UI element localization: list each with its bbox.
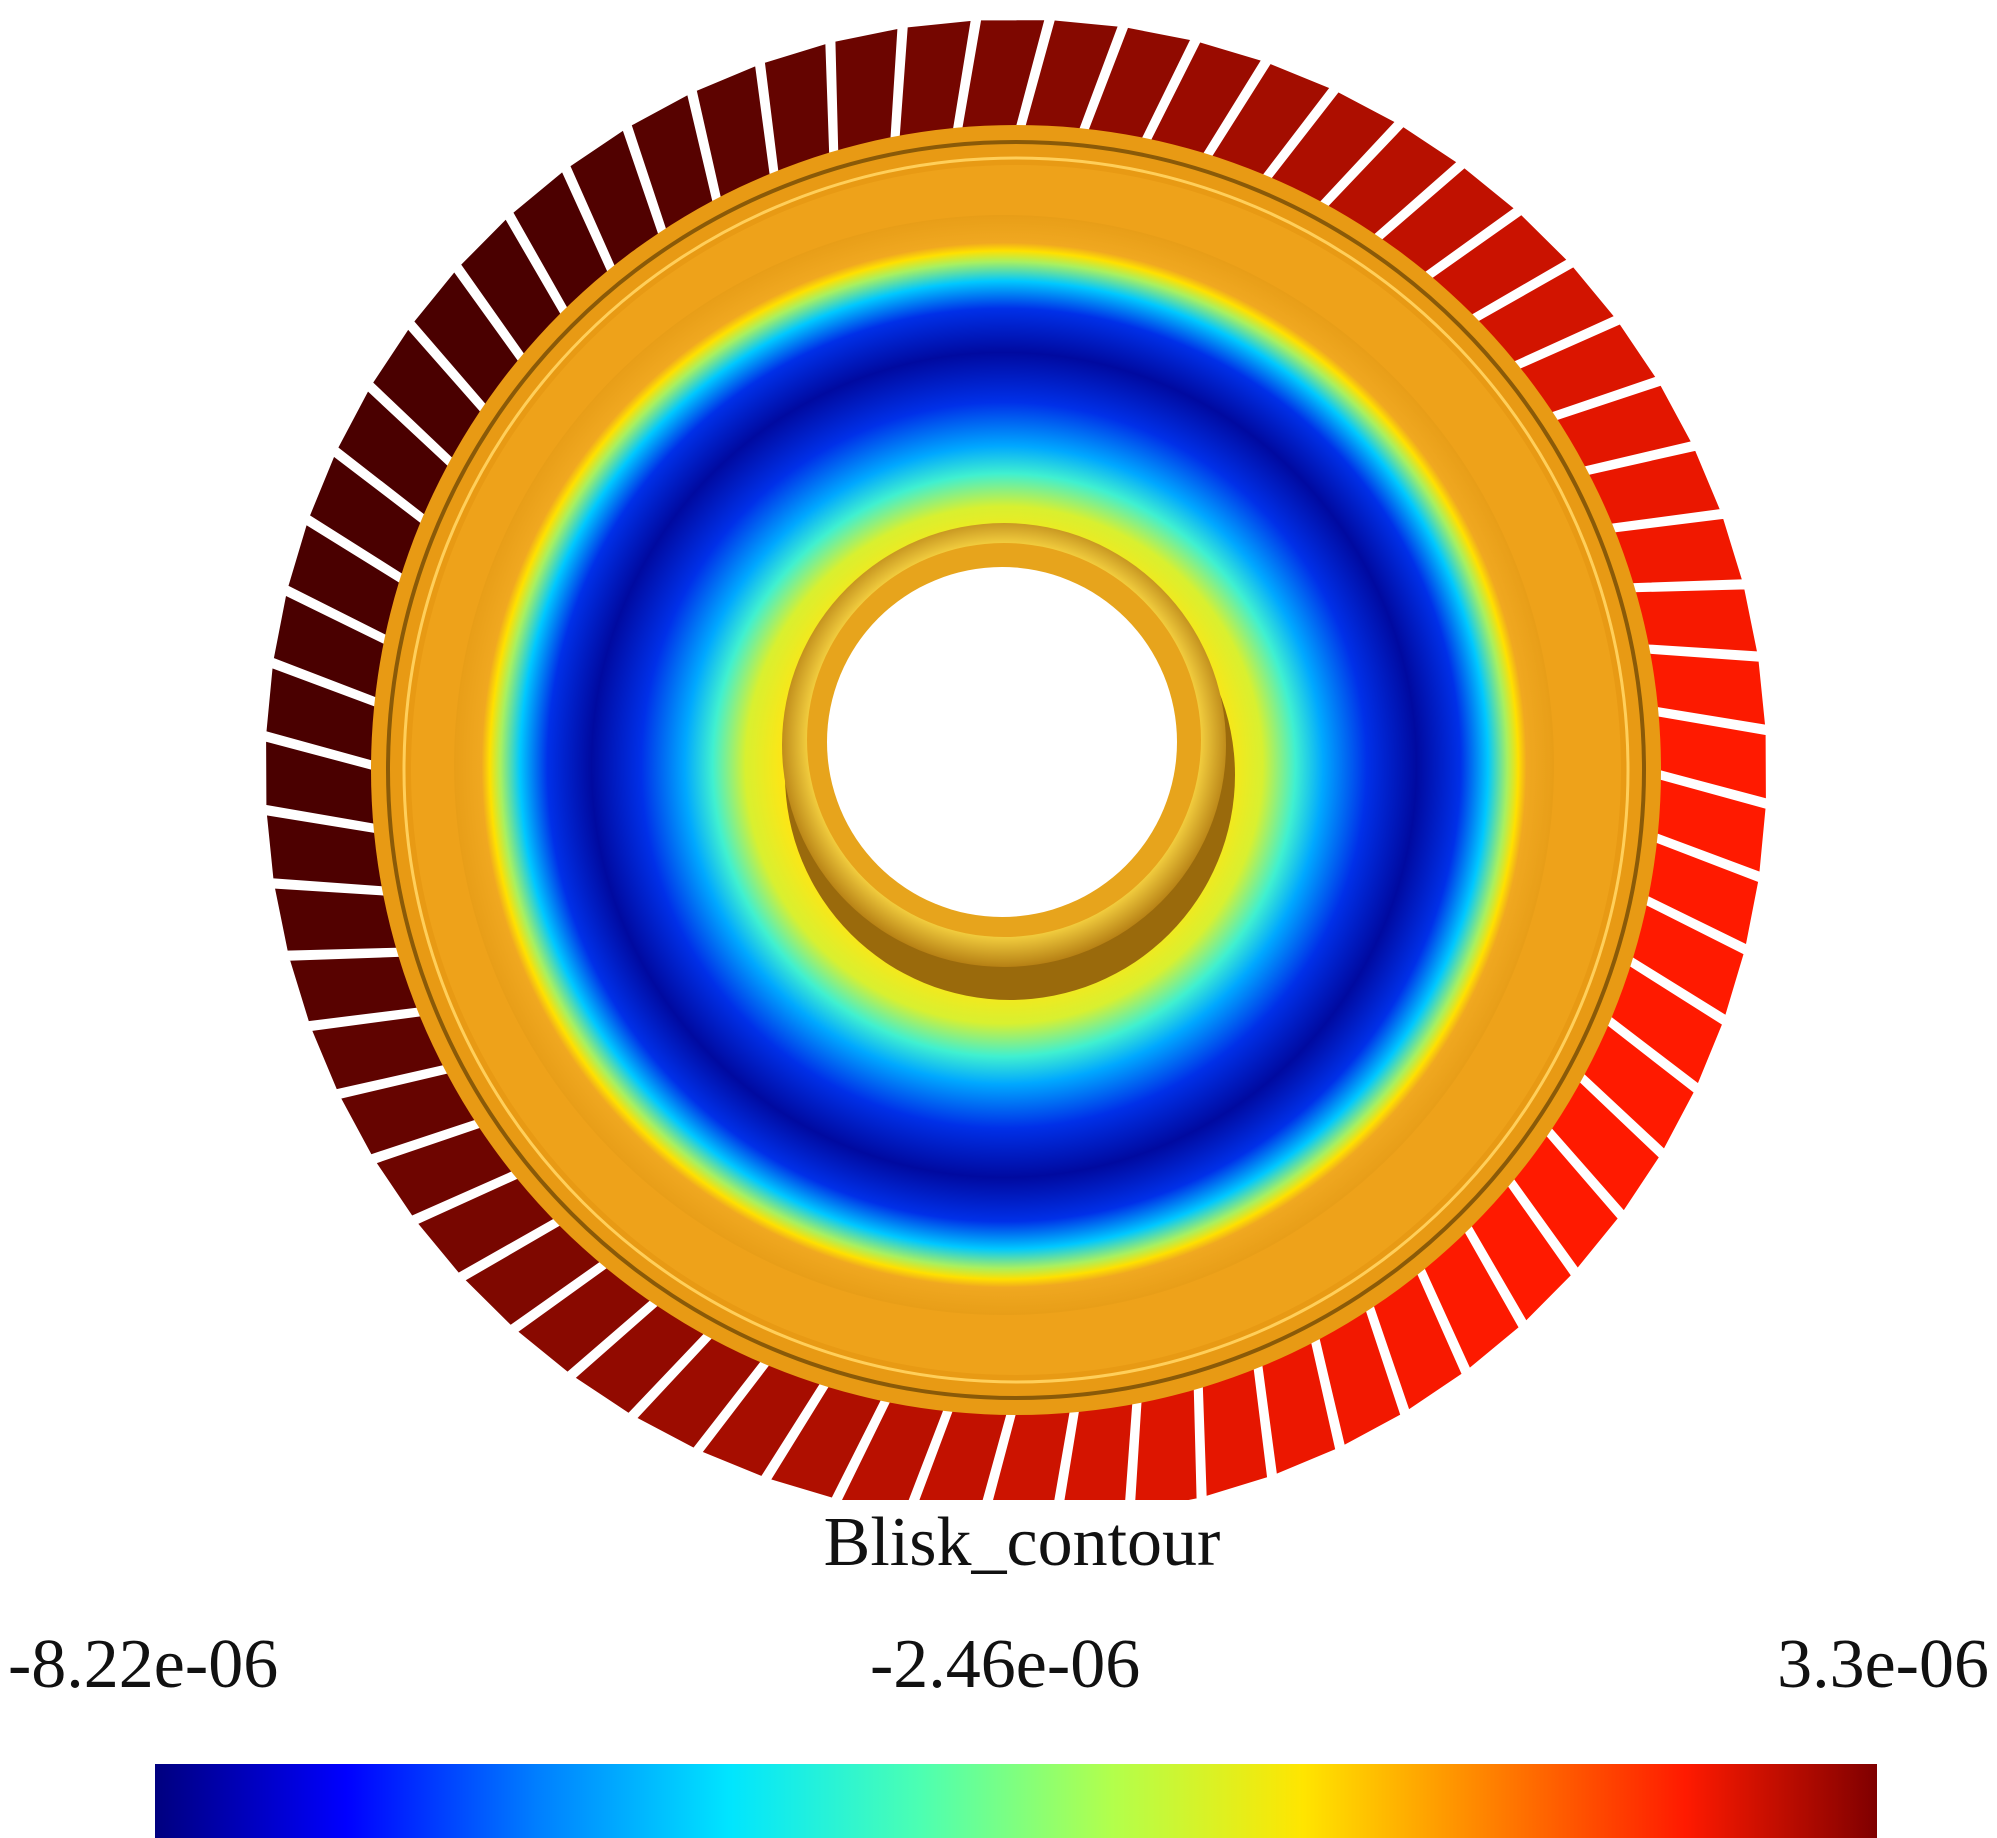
colorbar-mid-label: -2.46e-06 [870, 1626, 1141, 1703]
colorbar [155, 1764, 1877, 1838]
colorbar-min-label: -8.22e-06 [8, 1626, 279, 1703]
rim-groove [386, 140, 1646, 1400]
contour-title: Blisk_contour [823, 1504, 1221, 1581]
colorbar-max-label: 3.3e-06 [1777, 1626, 1989, 1703]
rim-highlight [402, 156, 1630, 1384]
blisk-contour-viewport[interactable] [0, 0, 1997, 1500]
center-bore [827, 567, 1177, 917]
